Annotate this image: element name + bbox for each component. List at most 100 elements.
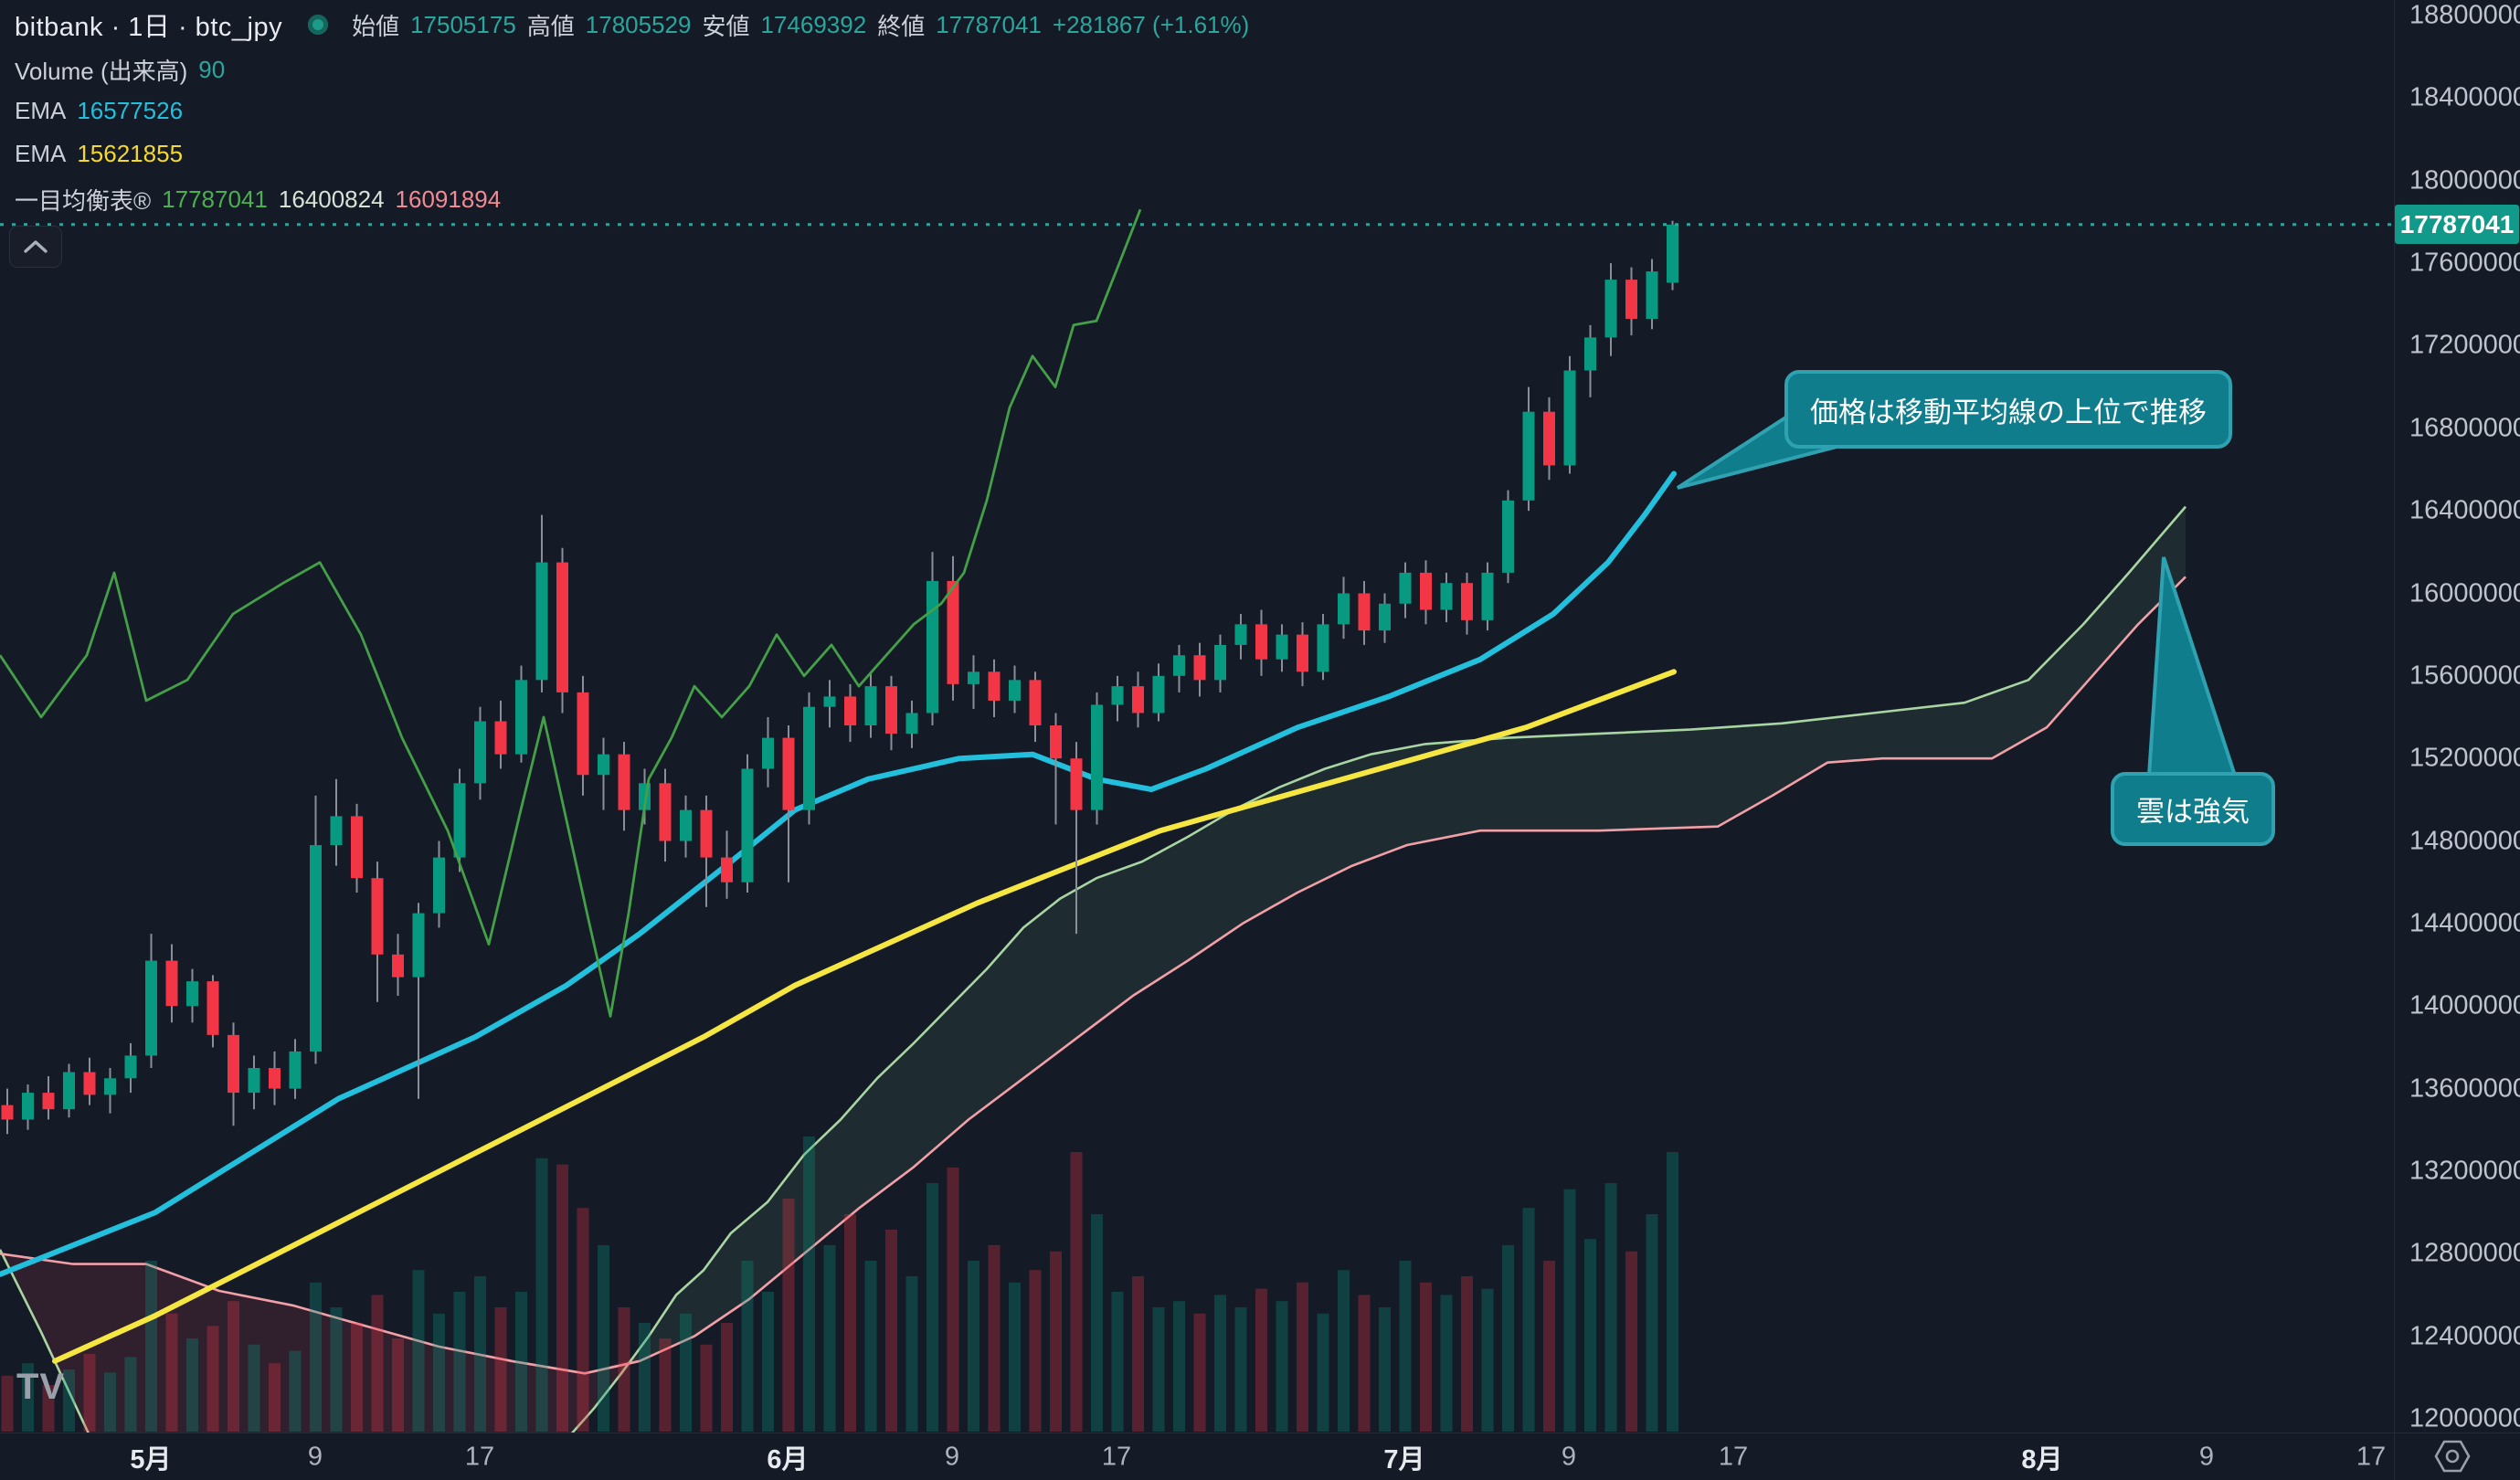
volume-bar <box>556 1164 568 1432</box>
symbol-row[interactable]: bitbank · 1日 · btc_jpy 始値 17505175 高値 17… <box>15 5 1249 44</box>
ichimoku-legend-row[interactable]: 一目均衡表® 17787041 16400824 16091894 <box>15 183 501 217</box>
high-label: 高値 <box>526 12 575 40</box>
price-axis-label: 16000000 <box>2409 578 2520 608</box>
ichimoku-value-3: 16091894 <box>395 185 502 213</box>
volume-bar <box>1029 1270 1042 1432</box>
volume-bar <box>1522 1208 1535 1432</box>
volume-bar <box>1111 1292 1124 1432</box>
symbol-title: bitbank · 1日 · btc_jpy <box>15 13 283 42</box>
volume-bar <box>515 1292 527 1432</box>
candle-down <box>556 562 568 692</box>
candle-down <box>1070 758 1083 810</box>
candle-down <box>1625 280 1637 320</box>
candle-up <box>104 1078 116 1095</box>
volume-label: Volume (出来高) <box>15 58 188 85</box>
candle-up <box>1338 593 1350 625</box>
candle-up <box>1173 655 1185 676</box>
ichimoku-bull-cloud <box>621 506 2186 1374</box>
volume-bar <box>1502 1245 1514 1432</box>
close-value: 17787041 <box>936 10 1042 38</box>
price-axis-label: 16400000 <box>2409 495 2520 525</box>
candle-up <box>145 960 157 1056</box>
price-axis-label: 16800000 <box>2409 413 2520 443</box>
ema-slow-legend-row[interactable]: EMA 15621855 <box>15 140 183 168</box>
tradingview-logo[interactable]: TV <box>16 1367 66 1407</box>
volume-bar <box>1563 1189 1576 1432</box>
candle-down <box>618 754 630 810</box>
volume-bar <box>803 1136 815 1432</box>
volume-bar <box>864 1261 877 1432</box>
volume-bar <box>1604 1183 1617 1432</box>
volume-bar <box>1440 1295 1453 1432</box>
time-axis-month-label: 7月 <box>1383 1445 1425 1475</box>
price-axis-label: 15200000 <box>2409 743 2520 773</box>
volume-bar <box>1461 1276 1473 1432</box>
candle-down <box>1193 655 1206 681</box>
price-axis-label: 17200000 <box>2409 330 2520 360</box>
ema-fast-value: 16577526 <box>77 97 184 124</box>
candle-up <box>905 713 918 735</box>
volume-bar <box>577 1208 589 1432</box>
volume-bar <box>1193 1313 1206 1432</box>
volume-bar <box>1152 1307 1165 1432</box>
volume-bar <box>1379 1307 1391 1432</box>
volume-bar <box>330 1307 343 1432</box>
price-axis-label: 18800000 <box>2409 0 2520 30</box>
ichimoku-value-1: 17787041 <box>162 185 268 213</box>
candle-up <box>803 706 815 810</box>
candle-down <box>577 692 589 776</box>
candle-up <box>1379 603 1391 631</box>
volume-bar <box>1050 1251 1062 1432</box>
timezone-settings-icon[interactable] <box>2432 1438 2472 1479</box>
volume-bar <box>494 1307 507 1432</box>
ichimoku-value-2: 16400824 <box>278 185 385 213</box>
candle-up <box>1152 675 1165 714</box>
ema-fast-legend-row[interactable]: EMA 16577526 <box>15 97 183 125</box>
price-axis-label: 12400000 <box>2409 1321 2520 1351</box>
candle-up <box>63 1072 75 1110</box>
volume-bar <box>947 1168 959 1432</box>
volume-bar <box>1091 1214 1103 1432</box>
volume-bar <box>885 1230 897 1432</box>
time-axis[interactable]: 5月 9 17 6月 9 17 7月 9 17 8月 9 17 <box>0 1432 2520 1480</box>
volume-bar <box>371 1295 384 1432</box>
price-axis-label: 18000000 <box>2409 165 2520 196</box>
candle-up <box>1522 411 1535 501</box>
ema-slow-value: 15621855 <box>77 140 184 167</box>
volume-bar <box>926 1183 938 1432</box>
collapse-legend-button[interactable] <box>9 226 62 268</box>
candle-down <box>206 981 219 1035</box>
volume-bar <box>351 1323 363 1432</box>
candle-down <box>988 671 1001 701</box>
chikou-span-line <box>0 208 1142 1018</box>
volume-bar <box>42 1385 55 1432</box>
price-axis[interactable]: 18800000 18400000 18000000 17600000 17200000… <box>2394 0 2520 1433</box>
volume-bar <box>412 1270 425 1432</box>
volume-bar <box>206 1326 219 1432</box>
volume-bar <box>700 1344 713 1432</box>
volume-bar <box>269 1363 281 1432</box>
annotation-bullish-cloud[interactable]: 雲は強気 <box>2111 772 2275 846</box>
volume-legend-row[interactable]: Volume (出来高) 90 <box>15 53 225 87</box>
time-axis-day-label: 17 <box>464 1442 495 1472</box>
volume-bar <box>598 1245 609 1432</box>
volume-bar <box>83 1354 96 1432</box>
open-label: 始値 <box>352 12 400 40</box>
annotation-price-above-ma[interactable]: 価格は移動平均線の上位で推移 <box>1784 370 2232 449</box>
close-label: 終値 <box>877 12 926 40</box>
volume-bar <box>453 1292 466 1432</box>
volume-bar <box>1399 1261 1412 1432</box>
candle-up <box>186 981 198 1007</box>
market-status-icon[interactable] <box>308 15 329 35</box>
candle-up <box>1604 280 1617 338</box>
volume-bar <box>1358 1295 1371 1432</box>
candle-down <box>494 721 507 755</box>
candle-up <box>823 696 836 707</box>
candle-up <box>1399 572 1412 604</box>
time-axis-day-label: 9 <box>944 1442 960 1472</box>
candle-down <box>885 686 897 735</box>
candle-up <box>1646 271 1658 320</box>
candle-up <box>598 754 609 776</box>
candle-down <box>947 580 959 684</box>
price-chart[interactable] <box>0 0 2520 1432</box>
